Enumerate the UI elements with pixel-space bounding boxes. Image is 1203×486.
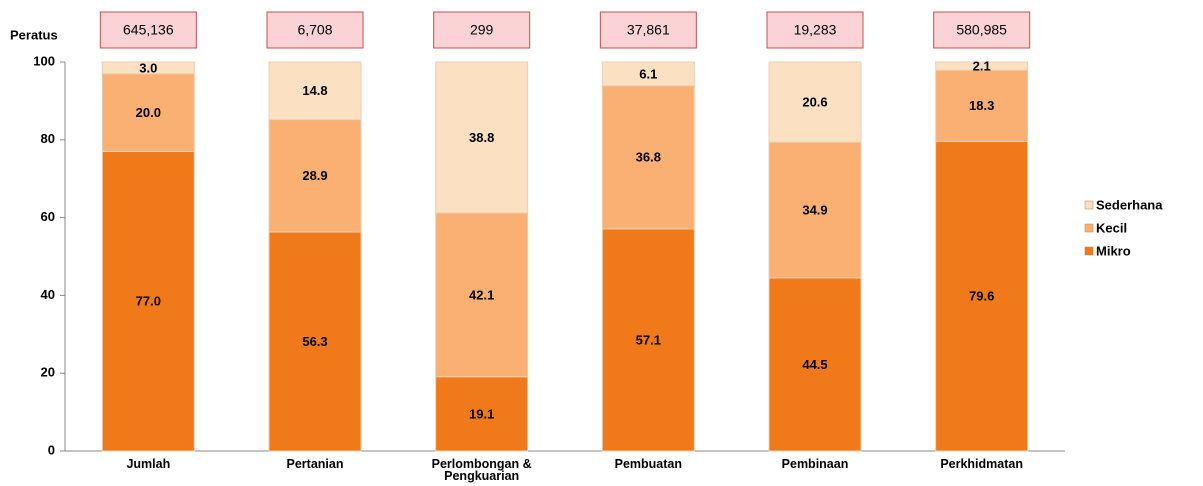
bar-segment: [601, 61, 695, 87]
x-tick-label: Pembinaan: [781, 457, 849, 471]
bar-segment: [435, 376, 529, 452]
bar-segment: [101, 61, 195, 75]
value-label: 19.1: [469, 406, 494, 421]
x-tick-label: Pertanian: [286, 457, 344, 471]
value-label: 20.0: [136, 105, 161, 120]
value-label: 57.1: [636, 332, 661, 347]
value-label: 14.8: [302, 83, 327, 98]
value-label: 6.1: [639, 66, 657, 81]
value-label: 3.0: [139, 60, 157, 75]
bar-segment: [268, 231, 362, 452]
value-label: 42.1: [469, 287, 494, 302]
y-tick-label: 0: [48, 442, 55, 457]
x-tick-label: Perlombongan & Pengkuarian: [431, 457, 532, 483]
total-label: 37,861: [627, 22, 670, 38]
value-label: 36.8: [636, 150, 661, 165]
bar-segment: [935, 140, 1029, 452]
legend-label: Sederhana: [1096, 197, 1163, 212]
total-label: 19,283: [794, 22, 837, 38]
bar-segment: [435, 61, 529, 214]
bar-segment: [935, 61, 1029, 71]
legend-swatch: [1084, 246, 1094, 256]
y-tick-label: 20: [41, 365, 55, 380]
y-tick-label: 100: [33, 53, 55, 68]
bar-segment: [601, 85, 695, 230]
y-tick-label: 80: [41, 131, 55, 146]
total-label: 299: [470, 22, 494, 38]
value-label: 28.9: [302, 168, 327, 183]
value-label: 20.6: [802, 95, 827, 110]
bar-segment: [435, 212, 529, 378]
total-label: 645,136: [123, 22, 174, 38]
legend-label: Kecil: [1096, 220, 1127, 235]
total-box: [433, 11, 531, 49]
value-label: 34.9: [802, 202, 827, 217]
value-label: 18.3: [969, 98, 994, 113]
legend-label: Mikro: [1096, 243, 1131, 258]
total-label: 6,708: [297, 22, 332, 38]
x-tick-label: Pembuatan: [614, 457, 683, 471]
x-tick-label: Perkhidmatan: [940, 457, 1023, 471]
value-label: 77.0: [136, 294, 161, 309]
total-box: [599, 11, 697, 49]
value-label: 2.1: [973, 59, 991, 74]
value-label: 56.3: [302, 334, 327, 349]
total-box: [266, 11, 364, 49]
total-box: [99, 11, 197, 49]
y-tick-label: 40: [41, 287, 55, 302]
bar-segment: [101, 73, 195, 152]
y-axis-label: Peratus: [10, 27, 58, 42]
bar-segment: [268, 61, 362, 121]
bar-segment: [268, 119, 362, 233]
bar-segment: [768, 277, 862, 452]
total-label: 580,985: [956, 22, 1007, 38]
value-label: 79.6: [969, 289, 994, 304]
x-tick-label: Jumlah: [126, 457, 171, 471]
value-label: 44.5: [802, 357, 827, 372]
bar-segment: [768, 61, 862, 143]
total-box: [766, 11, 864, 49]
total-box: [933, 11, 1031, 49]
value-label: 38.8: [469, 130, 494, 145]
bar-segment: [101, 150, 195, 452]
legend-swatch: [1084, 223, 1094, 233]
y-tick-label: 60: [41, 209, 55, 224]
bar-segment: [601, 228, 695, 452]
bar-segment: [768, 141, 862, 279]
legend-swatch: [1084, 200, 1094, 210]
